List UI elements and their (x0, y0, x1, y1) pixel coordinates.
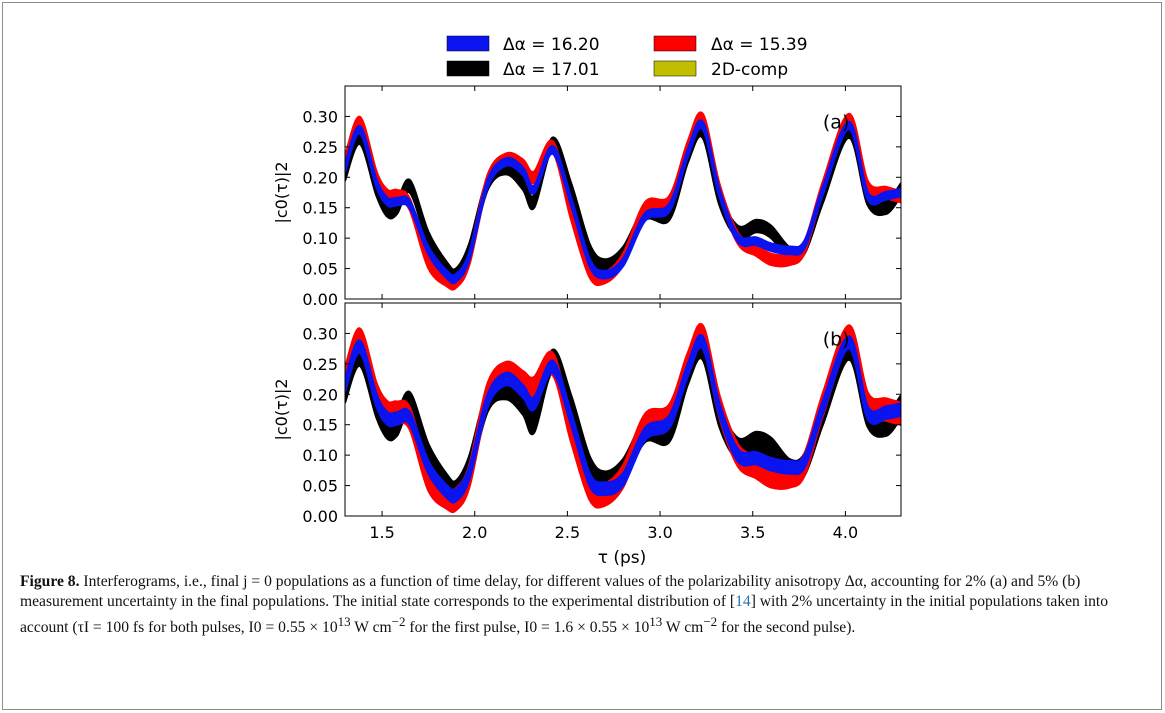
x-tick-label: 3.5 (740, 523, 765, 542)
legend-label-blue: Δα = 16.20 (503, 35, 600, 55)
legend-swatch-red (653, 35, 697, 52)
y-axis-label: |c0(τ)|2 (272, 378, 291, 440)
caption-sup-1: 13 (337, 614, 351, 629)
figure-plot: Δα = 16.20 Δα = 15.39 Δα = 17.01 2D-comp… (272, 35, 902, 568)
y-tick-label: 0.20 (302, 385, 338, 404)
y-tick-label: 0.10 (302, 229, 338, 248)
x-tick-label: 1.5 (369, 523, 394, 542)
series-group (345, 322, 901, 514)
caption-ref-link[interactable]: 14 (735, 593, 751, 610)
y-tick-label: 0.25 (302, 138, 338, 157)
y-tick-label: 0.25 (302, 355, 338, 374)
caption-text-6: for the second pulse). (717, 619, 856, 637)
legend-swatch-black (446, 60, 490, 77)
y-tick-label: 0.15 (302, 199, 338, 218)
series-band-1620 (345, 119, 901, 285)
panel-b: 0.00 0.05 0.10 0.15 0.20 0.25 0.30 1.5 2.0 2.5 3.0… (272, 302, 902, 542)
x-tick-label: 2.0 (462, 523, 487, 542)
caption-text-2: ] with 2% uncertainty in the initial pop… (20, 593, 1108, 637)
y-tick-label: 0.00 (302, 507, 338, 526)
x-axis-label: τ (ps) (598, 548, 647, 568)
x-tick-label: 4.0 (833, 523, 858, 542)
caption-text-3: W cm (350, 619, 392, 637)
panel-label: (b) (823, 329, 850, 351)
y-tick-label: 0.05 (302, 260, 338, 279)
y-axis-label: |c0(τ)|2 (272, 161, 291, 223)
y-tick-label: 0.30 (302, 107, 338, 126)
legend-label-red: Δα = 15.39 (711, 35, 808, 55)
caption-sup-4: −2 (703, 614, 718, 629)
series-group (345, 111, 901, 291)
figure-caption: Figure 8. Interferograms, i.e., final j … (20, 572, 1152, 638)
legend-label-olive: 2D-comp (711, 60, 788, 80)
panel-a: 0.00 0.05 0.10 0.15 0.20 0.25 0.30 (a) |c0(τ)|2 (272, 85, 902, 309)
series-band-1620 (345, 334, 901, 504)
caption-sup-2: −2 (391, 614, 406, 629)
caption-text-4: for the first pulse, I0 = 1.6 × 0.55 × 1… (405, 619, 650, 637)
y-tick-label: 0.00 (302, 290, 338, 309)
axes-frame (344, 302, 902, 517)
caption-text-5: W cm (662, 619, 704, 637)
legend: Δα = 16.20 Δα = 15.39 Δα = 17.01 2D-comp (446, 35, 808, 80)
caption-text-1: Interferograms, i.e., final j = 0 popula… (20, 573, 1081, 610)
x-tick-label: 3.0 (647, 523, 672, 542)
panel-label: (a) (823, 112, 849, 134)
y-tick-label: 0.10 (302, 446, 338, 465)
axes-frame (344, 85, 902, 300)
legend-label-black: Δα = 17.01 (503, 60, 600, 80)
y-tick-label: 0.15 (302, 416, 338, 435)
y-tick-label: 0.05 (302, 477, 338, 496)
x-tick-label: 2.5 (555, 523, 580, 542)
y-tick-label: 0.30 (302, 324, 338, 343)
legend-swatch-blue (446, 35, 490, 52)
caption-sup-3: 13 (649, 614, 663, 629)
legend-swatch-olive (653, 60, 697, 77)
caption-label: Figure 8. (20, 573, 80, 590)
y-tick-label: 0.20 (302, 168, 338, 187)
